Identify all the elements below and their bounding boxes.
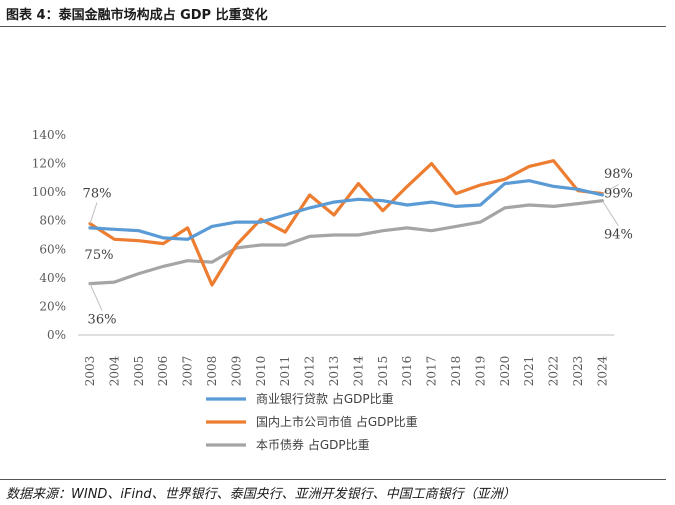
x-tick-label: 2009	[229, 356, 243, 387]
x-axis-ticks: 2003 2004 2005 2006 2007 2008 2009 2010 2011 2012…	[83, 355, 609, 386]
legend-label-2: 国内上市公司市值 占GDP比重	[256, 414, 418, 429]
bottom-divider	[0, 479, 666, 480]
y-axis-ticks: 0% 20% 40% 60% 80% 100% 120% 140%	[32, 128, 66, 342]
chart-title: 图表 4：泰国金融市场构成占 GDP 比重变化	[6, 8, 268, 23]
x-tick-label: 2011	[278, 356, 292, 387]
x-tick-label: 2020	[498, 356, 512, 387]
x-tick-label: 2012	[303, 356, 317, 387]
data-label: 94%	[604, 228, 633, 243]
data-label-leader	[89, 283, 103, 311]
y-tick-label: 80%	[39, 214, 66, 228]
x-tick-label: 2022	[547, 356, 561, 387]
x-tick-label: 2021	[522, 356, 536, 387]
x-tick-label: 2005	[132, 356, 146, 387]
data-label: 98%	[604, 167, 633, 182]
x-tick-label: 2019	[473, 356, 487, 387]
data-label: 75%	[85, 248, 114, 263]
x-tick-label: 2003	[83, 356, 97, 387]
y-tick-label: 20%	[39, 299, 66, 313]
y-tick-label: 140%	[32, 128, 66, 142]
source-note: 数据来源：WIND、iFind、世界银行、泰国央行、亚洲开发银行、中国工商银行（…	[6, 487, 516, 502]
y-tick-label: 60%	[39, 242, 66, 256]
y-tick-label: 0%	[47, 328, 66, 342]
y-tick-label: 40%	[39, 271, 66, 285]
line-chart: 0%20%40%60%80%100%120%140% 2003 2004 2005 2…	[32, 128, 633, 452]
x-tick-label: 2010	[254, 356, 268, 387]
data-label-leader	[89, 202, 98, 224]
x-tick-label: 2008	[205, 356, 219, 387]
x-tick-label: 2007	[181, 356, 195, 387]
y-tick-label: 100%	[32, 185, 66, 199]
data-label-leader	[602, 184, 619, 195]
x-tick-label: 2017	[425, 356, 439, 387]
data-label: 99%	[604, 187, 633, 202]
x-tick-label: 2024	[595, 355, 609, 386]
data-label: 36%	[88, 313, 117, 328]
x-tick-label: 2016	[400, 356, 414, 387]
series-lines	[88, 159, 605, 287]
x-tick-label: 2006	[156, 356, 170, 387]
series-line-1	[88, 179, 605, 241]
x-tick-label: 2018	[449, 356, 463, 387]
x-tick-label: 2004	[107, 355, 121, 386]
x-tick-label: 2023	[571, 356, 585, 387]
x-tick-label: 2014	[351, 355, 365, 386]
x-tick-label: 2013	[327, 356, 341, 387]
x-tick-label: 2015	[376, 356, 390, 387]
data-label: 78%	[83, 187, 112, 202]
y-tick-label: 120%	[32, 157, 66, 171]
data-label-leader	[601, 200, 619, 226]
legend-label-1: 商业银行贷款 占GDP比重	[256, 391, 394, 406]
series-line-3	[88, 199, 605, 286]
top-divider	[0, 26, 666, 27]
data-labels: 78% 75% 36% 98% 99% 94%	[83, 167, 633, 328]
legend-label-3: 本币债券 占GDP比重	[256, 437, 370, 452]
